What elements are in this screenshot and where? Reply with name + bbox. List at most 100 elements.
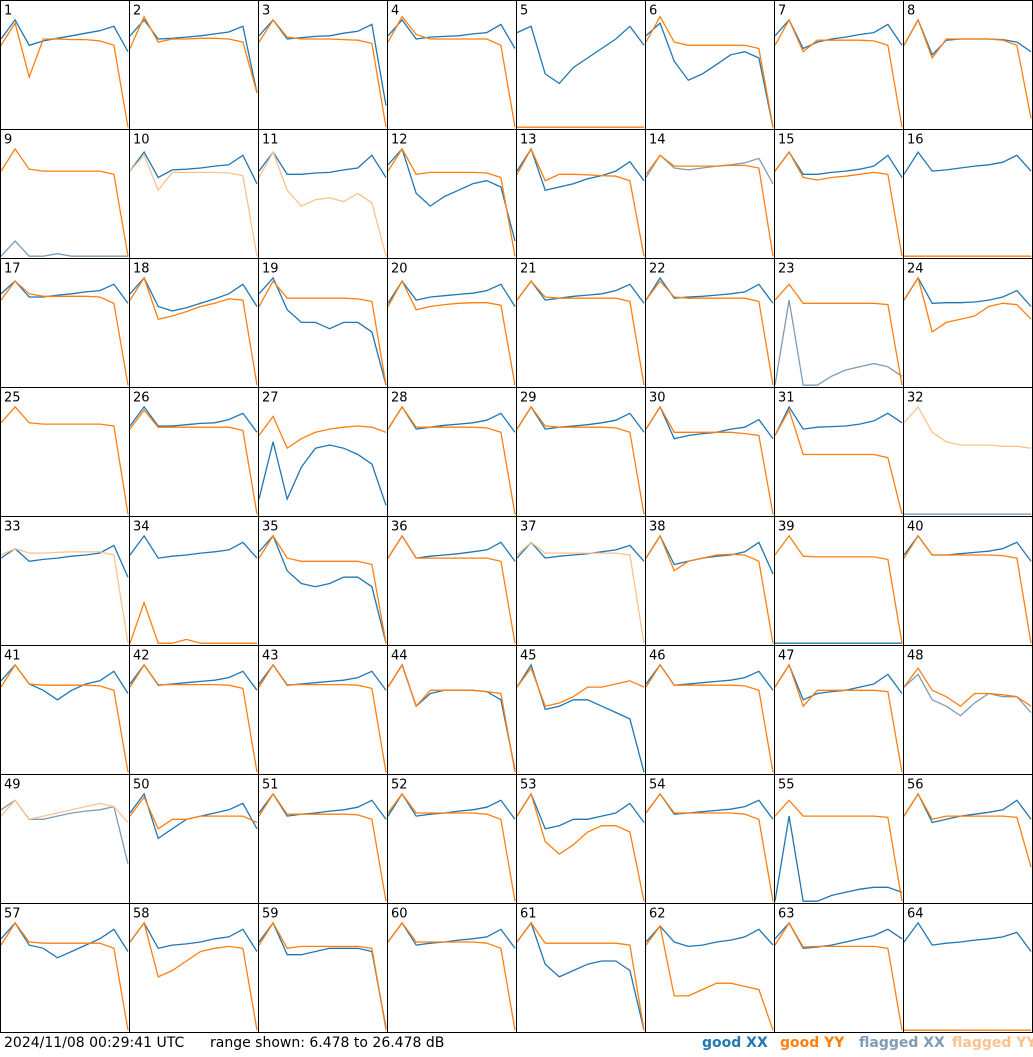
panel: 52 [387, 774, 517, 904]
spectrum-line [775, 921, 903, 1031]
spectrum-line [130, 276, 258, 312]
spectrum-line [646, 534, 774, 644]
panel-label: 19 [262, 262, 279, 277]
spectrum-line [517, 792, 645, 830]
panel-label: 34 [133, 520, 150, 535]
spectrum-line [517, 405, 645, 515]
spectrum-line [259, 415, 387, 450]
panel-label: 43 [262, 649, 279, 664]
legend-entry: good XX [702, 1035, 768, 1051]
spectrum-line [904, 276, 1032, 307]
spectrum-line [904, 405, 1032, 449]
spectrum-line [517, 541, 645, 562]
spectrum-line [646, 276, 774, 304]
panel-label: 30 [649, 391, 666, 406]
spectrum-line [130, 921, 258, 1031]
range-text: range shown: 6.478 to 26.478 dB [210, 1035, 444, 1051]
spectrum-line [259, 534, 387, 644]
spectrum-line [646, 15, 774, 128]
spectrum-line [517, 280, 645, 304]
legend-entry: flagged YY [952, 1035, 1033, 1051]
panel-label: 50 [133, 778, 150, 793]
spectrum-line [646, 280, 774, 386]
panel-label: 3 [262, 4, 270, 19]
spectrum-line [388, 663, 516, 773]
panel-label: 41 [4, 649, 21, 664]
panel-label: 46 [649, 649, 666, 664]
panel-label: 40 [907, 520, 924, 535]
panel: 17 [0, 258, 130, 388]
panel: 20 [387, 258, 517, 388]
spectrum-line [130, 150, 258, 185]
panel-label: 62 [649, 907, 666, 922]
panel-label: 54 [649, 778, 666, 793]
spectrum-line [388, 147, 516, 257]
panel-label: 23 [778, 262, 795, 277]
panel-label: 8 [907, 4, 915, 19]
spectrum-line [388, 147, 516, 242]
spectrum-line [646, 663, 774, 773]
spectrum-line [904, 792, 1032, 824]
spectrum-line [388, 279, 516, 386]
panel-label: 61 [520, 907, 537, 922]
spectrum-line [904, 666, 1032, 708]
spectrum-line [904, 276, 1032, 333]
spectrum-line [259, 921, 387, 1031]
panel-label: 4 [391, 4, 399, 19]
spectrum-line [775, 150, 903, 257]
panel-label: 51 [262, 778, 279, 793]
spectrum-line [259, 921, 387, 1028]
spectrum-line [904, 921, 1032, 952]
spectrum-line [259, 441, 387, 506]
panel-label: 25 [4, 391, 21, 406]
spectrum-line [1, 544, 129, 578]
spectrum-line [775, 405, 903, 436]
spectrum-line [388, 534, 516, 644]
spectrum-line [517, 792, 645, 902]
panel-label: 26 [133, 391, 150, 406]
spectrum-line [1, 280, 129, 304]
spectrum-line [517, 921, 645, 1031]
spectrum-line [775, 663, 903, 773]
legend-entry: flagged XX [859, 1035, 945, 1051]
spectrum-line [1, 147, 129, 257]
panel-label: 49 [4, 778, 21, 793]
panel-label: 10 [133, 133, 150, 148]
panel: 32 [903, 387, 1033, 517]
panel-label: 38 [649, 520, 666, 535]
spectrum-line [646, 405, 774, 440]
spectrum-line [130, 276, 258, 386]
panel-label: 20 [391, 262, 408, 277]
spectrum-line [775, 18, 903, 128]
spectrum-line [130, 154, 258, 257]
panel-label: 47 [778, 649, 795, 664]
spectrum-line [775, 799, 903, 902]
spectrum-line [130, 600, 257, 644]
panel-label: 56 [907, 778, 924, 793]
panel-label: 2 [133, 4, 141, 19]
panel-label: 37 [520, 520, 537, 535]
timestamp: 2024/11/08 00:29:41 UTC [4, 1035, 184, 1051]
panel-label: 22 [649, 262, 666, 277]
panel-label: 29 [520, 391, 537, 406]
spectrum-line [904, 673, 1032, 717]
spectrum-line [259, 276, 387, 386]
panel-label: 48 [907, 649, 924, 664]
spectrum-line [1, 240, 128, 257]
panel-label: 45 [520, 649, 537, 664]
panel-label: 33 [4, 520, 21, 535]
panel-label: 7 [778, 4, 786, 19]
panel-label: 21 [520, 262, 537, 277]
panel-label: 32 [907, 391, 924, 406]
spectrum-line [1, 921, 129, 1031]
panel-label: 31 [778, 391, 795, 406]
spectrum-line [1, 21, 129, 128]
spectrum-line [1, 921, 129, 959]
panel-label: 13 [520, 133, 537, 148]
spectrum-line [646, 792, 774, 902]
spectrum-line [775, 815, 903, 902]
panel-label: 58 [133, 907, 150, 922]
spectrum-line [388, 18, 516, 49]
spectrum-line [130, 663, 258, 773]
